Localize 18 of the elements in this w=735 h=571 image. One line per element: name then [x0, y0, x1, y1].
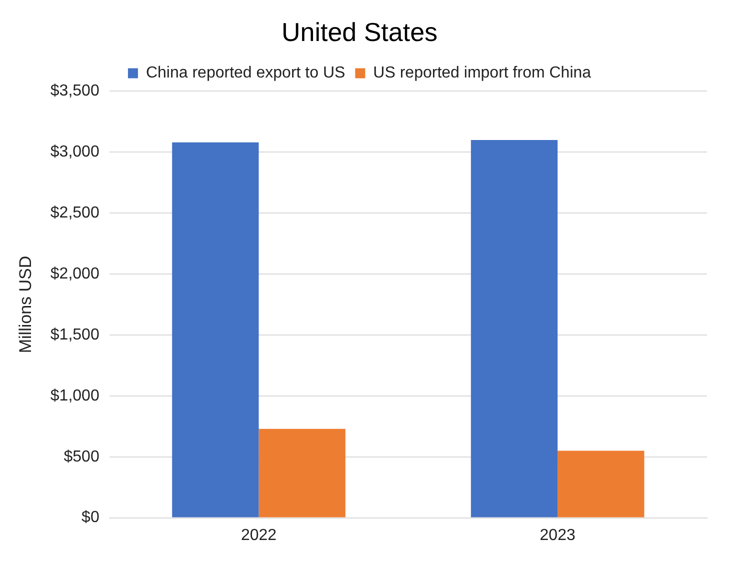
- y-axis-title: Millions USD: [16, 256, 35, 354]
- bar: [470, 140, 558, 518]
- chart-title: United States: [281, 16, 438, 47]
- y-tick-label: $3,000: [50, 144, 100, 161]
- y-tick-label: $1,000: [50, 387, 100, 404]
- legend-label: US reported import from China: [373, 64, 592, 82]
- bar: [258, 428, 346, 518]
- bar: [172, 142, 259, 518]
- y-tick-label: $2,000: [50, 265, 100, 282]
- x-tick-label: 2023: [540, 526, 576, 544]
- y-tick-label: $1,500: [50, 326, 100, 344]
- y-tick-label: $0: [82, 509, 100, 526]
- y-tick-label: $2,500: [50, 204, 100, 222]
- y-tick-label: $500: [64, 448, 100, 466]
- y-tick-label: $3,500: [50, 82, 100, 100]
- legend-label: China reported export to US: [146, 64, 346, 82]
- x-tick-label: 2022: [240, 526, 277, 544]
- bar: [558, 450, 644, 518]
